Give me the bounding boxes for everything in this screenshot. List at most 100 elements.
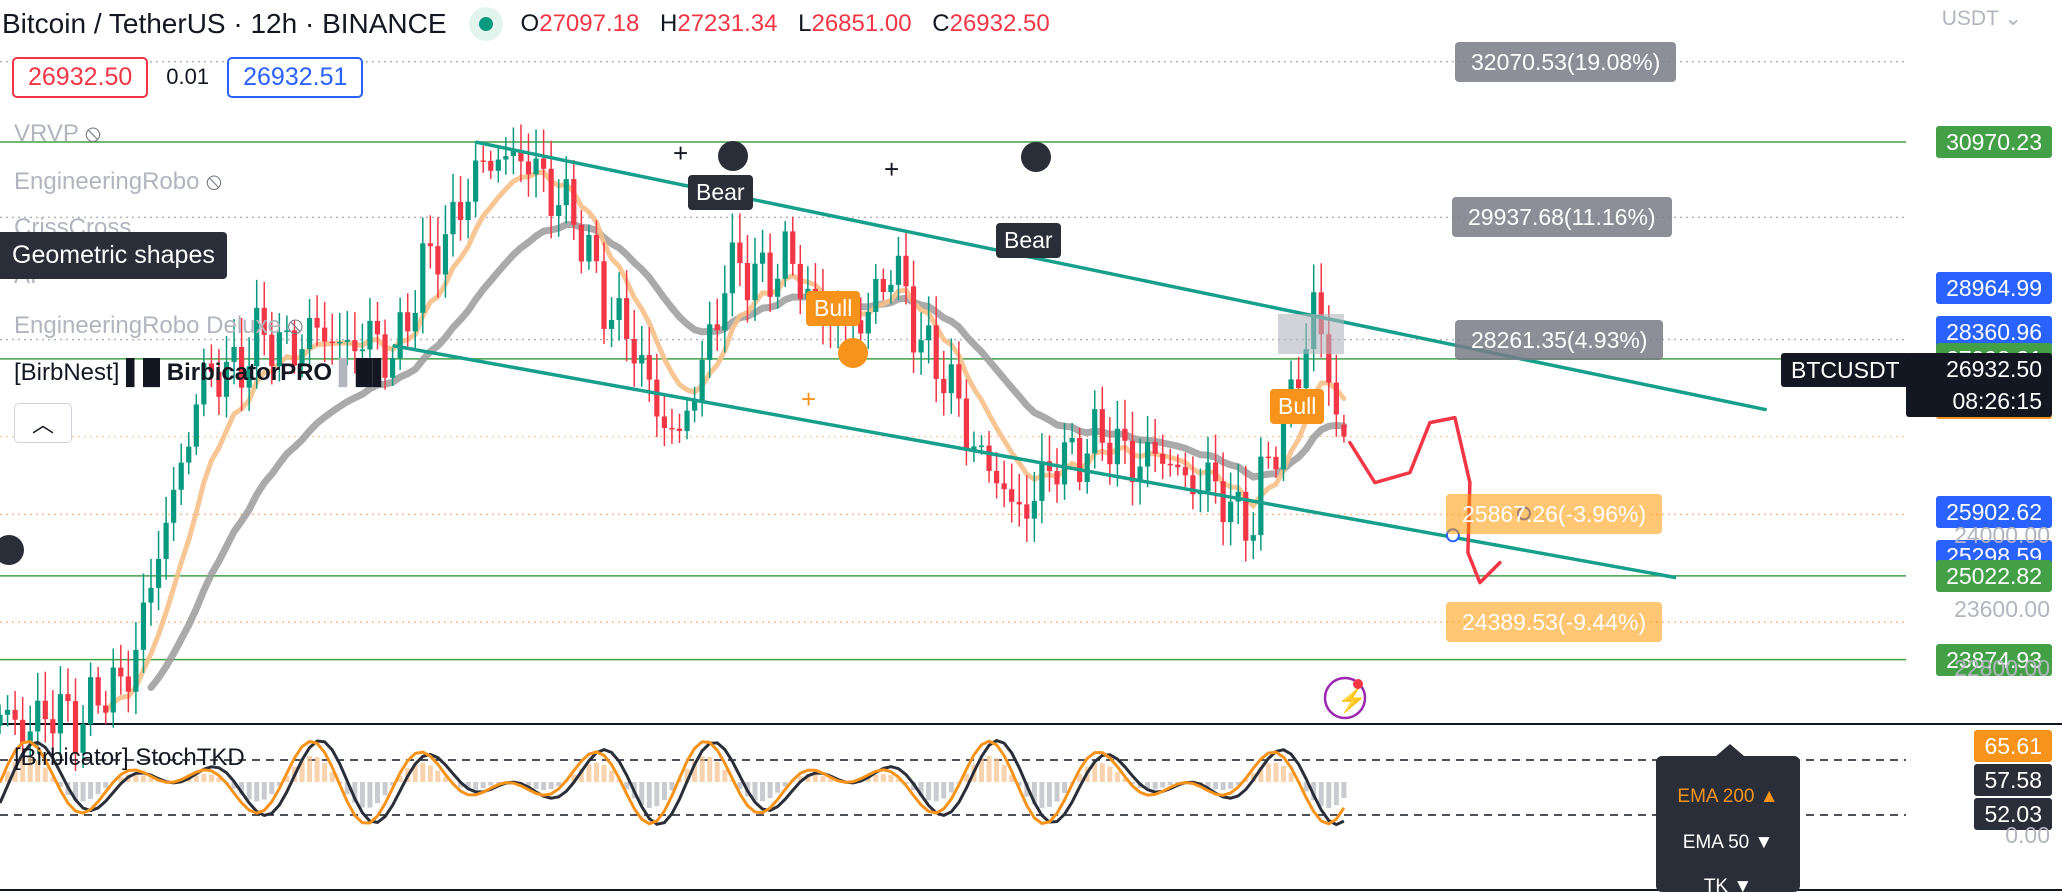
stoch-histogram-bar bbox=[979, 758, 984, 782]
stoch-histogram-bar bbox=[767, 782, 773, 799]
stoch-histogram-bar bbox=[359, 782, 365, 808]
candle-body bbox=[140, 602, 147, 650]
stoch-histogram-bar bbox=[367, 782, 373, 808]
candle-body bbox=[1061, 442, 1068, 485]
ema50-item[interactable]: EMA 50 ▼ bbox=[1682, 832, 1774, 853]
legend-birbnest[interactable]: [BirbNest] ▌█ BirbicatorPRO ▌█▌ bbox=[14, 359, 390, 387]
candle-body bbox=[948, 364, 954, 394]
candle-body bbox=[291, 330, 298, 366]
legend-engineeringrobo[interactable]: EngineeringRobo ⦸ bbox=[14, 168, 222, 196]
bear-signal: Bear bbox=[996, 223, 1061, 258]
candle-body bbox=[299, 349, 305, 366]
collapse-legend-button[interactable]: ︿ bbox=[14, 403, 72, 443]
candle-body bbox=[148, 587, 154, 603]
tk-item[interactable]: TK ▼ bbox=[1703, 876, 1753, 892]
candle-body bbox=[405, 312, 411, 332]
eye-hidden-icon[interactable]: ⦸ bbox=[85, 120, 101, 147]
candle-body bbox=[737, 242, 743, 263]
projected-path-line bbox=[1348, 415, 1502, 585]
stoch-histogram-bar bbox=[526, 782, 531, 787]
candle-body bbox=[473, 160, 479, 202]
candle-body bbox=[707, 324, 713, 360]
channel-lower-line bbox=[392, 343, 1677, 580]
stoch-histogram-bar bbox=[1318, 782, 1324, 807]
stoch-histogram-bar bbox=[50, 777, 56, 782]
candle-body bbox=[495, 159, 501, 171]
market-status-icon[interactable] bbox=[468, 7, 503, 41]
candle-body bbox=[593, 234, 600, 262]
candle-body bbox=[390, 358, 396, 378]
candle-body bbox=[246, 366, 252, 388]
legend-engineeringrobo-deluxe[interactable]: EngineeringRobo Deluxe ⦸ bbox=[14, 312, 303, 340]
stoch-histogram-bar bbox=[1062, 782, 1068, 794]
stoch-histogram-bar bbox=[239, 782, 245, 795]
candle-body bbox=[231, 347, 237, 362]
candle-body bbox=[510, 150, 516, 157]
signal-dot-dark bbox=[1021, 142, 1051, 172]
stoch-histogram-bar bbox=[1099, 763, 1105, 782]
stoch-indicator-label[interactable]: [Birbicator] StochTKD bbox=[14, 744, 245, 771]
candle-body bbox=[692, 401, 698, 411]
candle-body bbox=[337, 341, 343, 344]
candle-body bbox=[488, 160, 494, 171]
ema200-item[interactable]: EMA 200 ▲ bbox=[1677, 786, 1779, 807]
stoch-histogram-bar bbox=[390, 782, 396, 786]
candle-body bbox=[1341, 424, 1347, 437]
currency-select[interactable]: USDT ⌄ bbox=[1942, 6, 2022, 31]
stoch-histogram-bar bbox=[699, 756, 705, 782]
candle-body bbox=[963, 398, 969, 451]
eye-hidden-icon[interactable]: ⦸ bbox=[206, 168, 222, 195]
eye-hidden-icon[interactable]: ⦸ bbox=[287, 312, 304, 339]
stoch-histogram-bar bbox=[646, 782, 652, 809]
legend-label: EngineeringRobo bbox=[14, 168, 200, 195]
candle-body bbox=[1333, 382, 1339, 415]
candle-body bbox=[374, 320, 381, 335]
candle-body bbox=[329, 341, 335, 344]
stoch-histogram-bar bbox=[1258, 767, 1264, 782]
stoch-histogram-bar bbox=[397, 775, 403, 782]
stoch-histogram-bar bbox=[812, 774, 818, 782]
low-key: L bbox=[798, 10, 812, 37]
stoch-histogram-bar bbox=[1235, 782, 1241, 785]
candle-body bbox=[744, 262, 751, 301]
sell-button[interactable]: 26932.50 bbox=[12, 56, 149, 98]
candle-body bbox=[971, 446, 977, 451]
candle-body bbox=[714, 324, 720, 331]
candle-body bbox=[918, 340, 924, 353]
stoch-histogram-bar bbox=[1114, 772, 1120, 782]
symbol-title[interactable]: Bitcoin / TetherUS · 12h · BINANCE bbox=[2, 8, 447, 39]
stoch-histogram-bar bbox=[775, 782, 781, 793]
projection-label: 25867.26(-3.96%) bbox=[1446, 494, 1663, 535]
stoch-histogram-bar bbox=[231, 782, 237, 789]
candle-body bbox=[895, 255, 902, 285]
buy-button[interactable]: 26932.51 bbox=[227, 56, 364, 98]
high-value: 27231.34 bbox=[677, 10, 778, 37]
candle-body bbox=[1303, 348, 1309, 389]
candle-body bbox=[1182, 467, 1188, 476]
candle-body bbox=[1205, 462, 1211, 492]
legend-vrvp[interactable]: VRVP ⦸ bbox=[14, 120, 101, 148]
stoch-histogram-bar bbox=[624, 782, 630, 790]
ema-legend-menu[interactable]: EMA 200 ▲ EMA 50 ▼ TK ▼ bbox=[1656, 744, 1800, 892]
candle-body bbox=[1077, 437, 1083, 482]
candle-body bbox=[465, 201, 471, 221]
stoch-histogram-bar bbox=[1092, 763, 1098, 782]
candle-body bbox=[284, 330, 290, 333]
stoch-histogram-bar bbox=[895, 778, 901, 782]
candle-body bbox=[269, 334, 275, 367]
cross-marker: + bbox=[884, 154, 899, 184]
symbol-tag: BTCUSDT bbox=[1781, 353, 1910, 387]
candle-body bbox=[503, 156, 509, 160]
projection-label: 32070.53(19.08%) bbox=[1455, 41, 1677, 82]
stoch-histogram-bar bbox=[722, 769, 728, 782]
candle-body bbox=[790, 231, 796, 264]
bear-signal: Bear bbox=[688, 175, 753, 210]
candle-body bbox=[20, 719, 26, 743]
candle-body bbox=[880, 278, 886, 293]
candle-body bbox=[42, 700, 48, 720]
stoch-histogram-bar bbox=[1122, 778, 1128, 782]
candle-body bbox=[1137, 466, 1143, 483]
spread-value: 0.01 bbox=[166, 64, 210, 89]
candle-body bbox=[12, 709, 18, 720]
candle-body bbox=[578, 224, 584, 262]
